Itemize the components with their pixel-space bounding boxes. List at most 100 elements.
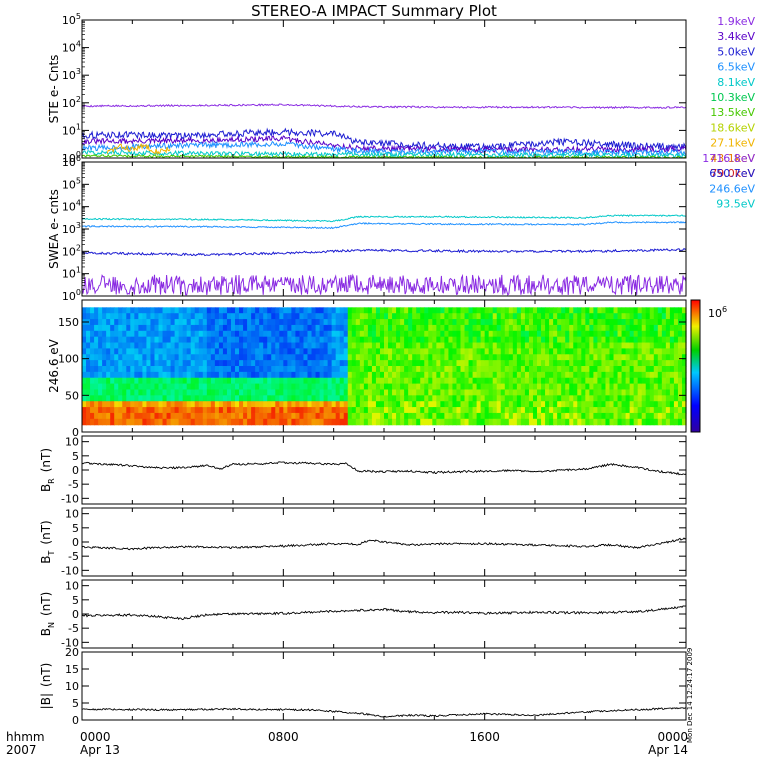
heatmap-cell bbox=[86, 354, 91, 361]
heatmap-cell bbox=[549, 418, 554, 426]
heatmap-cell bbox=[82, 389, 87, 396]
heatmap-cell bbox=[206, 383, 212, 391]
heatmap-cell bbox=[86, 401, 91, 408]
time-tick-label: 1600 bbox=[469, 730, 500, 744]
heatmap-cell bbox=[251, 342, 256, 349]
heatmap-cell bbox=[355, 330, 361, 338]
heatmap-cell bbox=[162, 313, 168, 320]
heatmap-cell bbox=[210, 313, 216, 320]
heatmap-cell bbox=[98, 307, 103, 314]
heatmap-cell bbox=[255, 313, 260, 320]
heatmap-cell bbox=[569, 348, 574, 355]
heatmap-cell bbox=[657, 313, 663, 320]
heatmap-cell bbox=[146, 366, 152, 373]
heatmap-cell bbox=[508, 401, 514, 408]
heatmap-cell bbox=[428, 389, 433, 396]
heatmap-cell bbox=[681, 377, 687, 385]
heatmap-cell bbox=[565, 342, 570, 349]
heatmap-cell bbox=[408, 383, 413, 391]
heatmap-cell bbox=[251, 313, 256, 320]
heatmap-cell bbox=[367, 407, 373, 414]
heatmap-cell bbox=[247, 330, 252, 338]
heatmap-cell bbox=[452, 307, 458, 314]
heatmap-cell bbox=[488, 348, 494, 355]
heatmap-cell bbox=[331, 342, 337, 349]
heatmap-cell bbox=[585, 307, 590, 314]
heatmap-cell bbox=[561, 395, 566, 402]
heatmap-cell bbox=[166, 313, 172, 320]
heatmap-cell bbox=[384, 313, 389, 320]
heatmap-cell bbox=[146, 360, 152, 367]
heatmap-cell bbox=[190, 324, 196, 332]
heatmap-cell bbox=[355, 336, 361, 344]
heatmap-cell bbox=[170, 336, 176, 344]
heatmap-cell bbox=[315, 360, 321, 367]
heatmap-cell bbox=[496, 366, 502, 373]
heatmap-cell bbox=[488, 330, 494, 338]
heatmap-cell bbox=[239, 383, 244, 391]
heatmap-cell bbox=[524, 348, 530, 355]
heatmap-cell bbox=[355, 377, 361, 385]
heatmap-cell bbox=[557, 371, 562, 379]
heatmap-cell bbox=[388, 418, 393, 426]
heatmap-cell bbox=[110, 360, 115, 367]
heatmap-cell bbox=[239, 336, 244, 344]
heatmap-cell bbox=[363, 354, 369, 361]
heatmap-cell bbox=[545, 324, 550, 332]
heatmap-cell bbox=[541, 336, 546, 344]
y-tick-label: 15 bbox=[65, 663, 79, 676]
heatmap-cell bbox=[102, 401, 107, 408]
heatmap-cell bbox=[508, 330, 514, 338]
heatmap-cell bbox=[247, 324, 252, 332]
heatmap-cell bbox=[557, 336, 562, 344]
heatmap-cell bbox=[351, 324, 357, 332]
heatmap-cell bbox=[681, 407, 687, 414]
heatmap-cell bbox=[545, 360, 550, 367]
heatmap-cell bbox=[601, 418, 607, 426]
heatmap-cell bbox=[428, 371, 433, 379]
heatmap-cell bbox=[327, 354, 333, 361]
heatmap-cell bbox=[557, 407, 562, 414]
heatmap-cell bbox=[359, 324, 365, 332]
heatmap-cell bbox=[134, 412, 139, 420]
heatmap-cell bbox=[428, 407, 433, 414]
heatmap-cell bbox=[549, 377, 554, 385]
heatmap-cell bbox=[528, 401, 534, 408]
heatmap-cell bbox=[436, 412, 441, 420]
heatmap-cell bbox=[649, 342, 655, 349]
heatmap-cell bbox=[295, 354, 301, 361]
heatmap-cell bbox=[255, 412, 260, 420]
heatmap-cell bbox=[150, 418, 156, 426]
heatmap-cell bbox=[541, 319, 546, 326]
heatmap-cell bbox=[516, 395, 522, 402]
heatmap-cell bbox=[90, 307, 95, 314]
heatmap-cell bbox=[150, 395, 156, 402]
heatmap-cell bbox=[621, 418, 627, 426]
heatmap-cell bbox=[243, 319, 248, 326]
y-tick-label: 0 bbox=[72, 464, 79, 477]
heatmap-cell bbox=[343, 395, 349, 402]
heatmap-cell bbox=[94, 377, 99, 385]
heatmap-cell bbox=[609, 360, 615, 367]
series-line bbox=[81, 214, 687, 223]
heatmap-cell bbox=[206, 407, 212, 414]
heatmap-cell bbox=[496, 307, 502, 314]
heatmap-cell bbox=[311, 336, 317, 344]
heatmap-cell bbox=[162, 336, 168, 344]
heatmap-cell bbox=[263, 324, 268, 332]
heatmap-cell bbox=[577, 389, 582, 396]
heatmap-cell bbox=[392, 366, 397, 373]
heatmap-cell bbox=[404, 336, 409, 344]
heatmap-cell bbox=[625, 324, 631, 332]
heatmap-cell bbox=[609, 354, 615, 361]
y-axis-label: BR(nT) bbox=[39, 448, 56, 492]
heatmap-cell bbox=[126, 401, 131, 408]
heatmap-cell bbox=[412, 412, 417, 420]
heatmap-cell bbox=[114, 342, 119, 349]
heatmap-cell bbox=[174, 377, 180, 385]
heatmap-cell bbox=[420, 395, 425, 402]
heatmap-cell bbox=[102, 313, 107, 320]
heatmap-cell bbox=[218, 383, 224, 391]
heatmap-cell bbox=[669, 395, 675, 402]
